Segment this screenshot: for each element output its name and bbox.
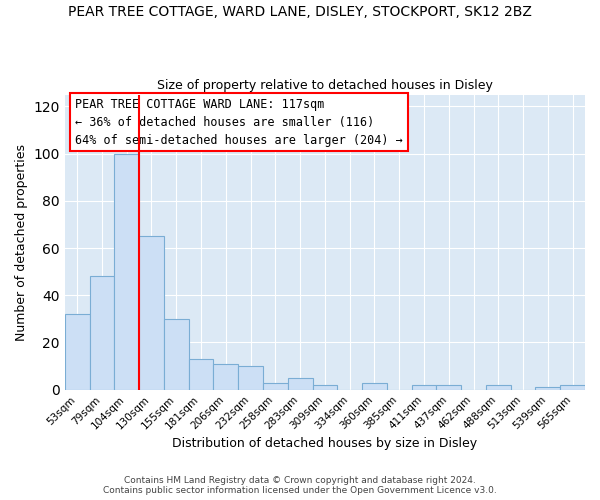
- X-axis label: Distribution of detached houses by size in Disley: Distribution of detached houses by size …: [172, 437, 478, 450]
- Bar: [560, 385, 585, 390]
- Text: PEAR TREE COTTAGE WARD LANE: 117sqm
← 36% of detached houses are smaller (116)
6: PEAR TREE COTTAGE WARD LANE: 117sqm ← 36…: [75, 98, 403, 146]
- Bar: [238, 366, 263, 390]
- Bar: [436, 385, 461, 390]
- Bar: [362, 382, 387, 390]
- Bar: [486, 385, 511, 390]
- Bar: [288, 378, 313, 390]
- Bar: [263, 382, 288, 390]
- Bar: [412, 385, 436, 390]
- Bar: [115, 154, 139, 390]
- Bar: [89, 276, 115, 390]
- Text: PEAR TREE COTTAGE, WARD LANE, DISLEY, STOCKPORT, SK12 2BZ: PEAR TREE COTTAGE, WARD LANE, DISLEY, ST…: [68, 5, 532, 19]
- Bar: [535, 388, 560, 390]
- Bar: [65, 314, 89, 390]
- Y-axis label: Number of detached properties: Number of detached properties: [15, 144, 28, 340]
- Bar: [313, 385, 337, 390]
- Title: Size of property relative to detached houses in Disley: Size of property relative to detached ho…: [157, 79, 493, 92]
- Bar: [214, 364, 238, 390]
- Bar: [164, 319, 188, 390]
- Text: Contains HM Land Registry data © Crown copyright and database right 2024.
Contai: Contains HM Land Registry data © Crown c…: [103, 476, 497, 495]
- Bar: [188, 359, 214, 390]
- Bar: [139, 236, 164, 390]
